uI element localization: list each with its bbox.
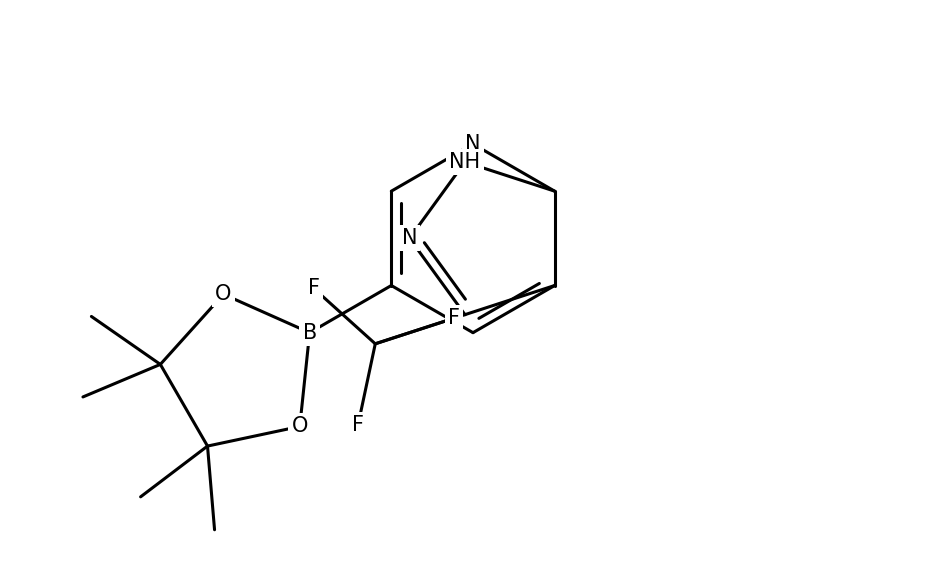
Text: O: O bbox=[216, 284, 232, 304]
Text: N: N bbox=[465, 134, 481, 154]
Text: F: F bbox=[448, 308, 460, 328]
Text: F: F bbox=[352, 415, 364, 435]
Text: NH: NH bbox=[449, 152, 481, 172]
Text: F: F bbox=[307, 278, 320, 298]
Text: B: B bbox=[303, 323, 317, 343]
Text: N: N bbox=[402, 228, 417, 248]
Text: O: O bbox=[291, 416, 308, 436]
